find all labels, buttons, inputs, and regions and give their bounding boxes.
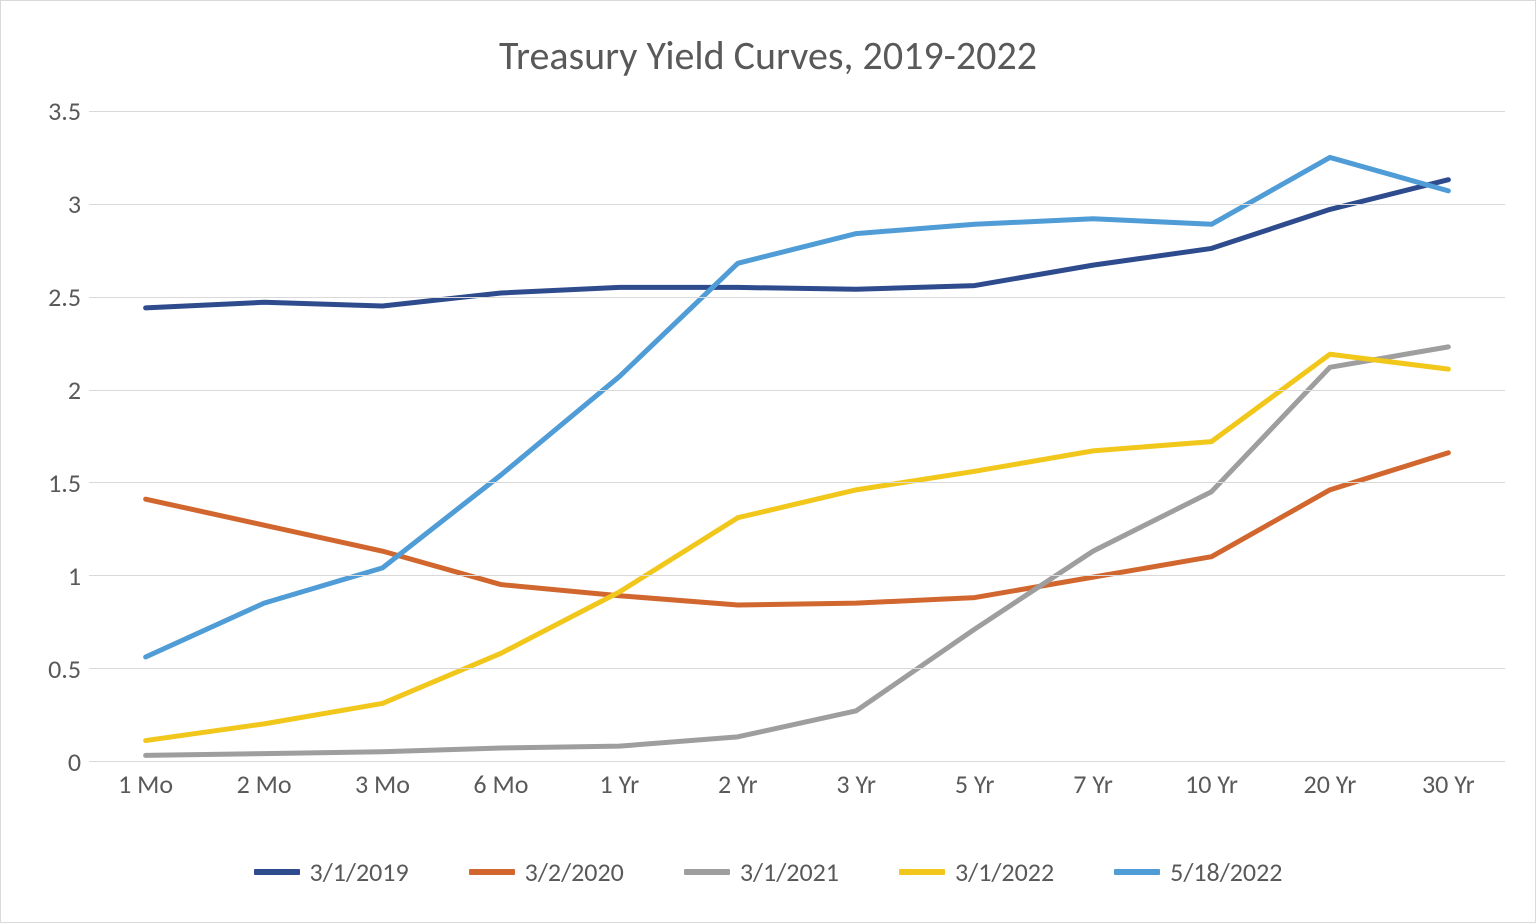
gridline — [89, 668, 1505, 669]
legend-swatch — [1114, 869, 1160, 875]
legend-swatch — [254, 869, 300, 875]
x-axis: 1 Mo 2 Mo 3 Mo 6 Mo 1 Yr 2 Yr 3 Yr 5 Yr 7 Yr 10 Y… — [89, 762, 1505, 802]
legend-item-3: 3/1/2022 — [899, 856, 1054, 888]
legend-swatch — [899, 869, 945, 875]
x-tick-label: 10 Yr — [1185, 768, 1238, 800]
x-tick-label: 5 Yr — [955, 768, 995, 800]
x-tick-label: 1 Yr — [600, 768, 640, 800]
legend-item-4: 5/18/2022 — [1114, 856, 1282, 888]
x-tick-label: 2 Yr — [718, 768, 758, 800]
legend-swatch — [469, 869, 515, 875]
legend-item-1: 3/2/2020 — [469, 856, 624, 888]
y-axis: 00.511.522.533.5 — [31, 111, 89, 762]
x-tick-label: 30 Yr — [1422, 768, 1475, 800]
x-tick-label: 3 Yr — [836, 768, 876, 800]
x-tick-label: 3 Mo — [355, 768, 410, 800]
y-tick-label: 2.5 — [48, 281, 81, 313]
y-tick-label: 0.5 — [48, 653, 81, 685]
x-tick-label: 2 Mo — [237, 768, 292, 800]
gridline — [89, 575, 1505, 576]
gridline — [89, 390, 1505, 391]
chart-container: Treasury Yield Curves, 2019-2022 0 0.5 1 1.… — [0, 0, 1536, 923]
y-tick-label: 2 — [68, 374, 81, 406]
legend-item-2: 3/1/2021 — [684, 856, 839, 888]
legend: 3/1/2019 3/2/2020 3/1/2021 3/1/2022 5/18/202… — [31, 842, 1505, 902]
y-tick-label: 3.5 — [48, 95, 81, 127]
legend-label: 3/1/2022 — [955, 856, 1054, 888]
x-tick-label: 7 Yr — [1073, 768, 1113, 800]
plot-wrap: 00.511.522.533.5 1 Mo2 Mo3 Mo6 Mo1 Yr2 Y… — [31, 111, 1505, 802]
series-line-3 — [146, 354, 1449, 740]
gridline — [89, 204, 1505, 205]
legend-swatch — [684, 869, 730, 875]
legend-item-0: 3/1/2019 — [254, 856, 409, 888]
legend-label: 3/1/2019 — [310, 856, 409, 888]
series-lines — [89, 111, 1505, 761]
legend-label: 3/2/2020 — [525, 856, 624, 888]
x-tick-label: 20 Yr — [1304, 768, 1357, 800]
y-tick-label: 1.5 — [48, 467, 81, 499]
x-tick-label: 1 Mo — [118, 768, 173, 800]
legend-label: 5/18/2022 — [1170, 856, 1282, 888]
y-tick-label: 0 — [68, 746, 81, 778]
gridline — [89, 482, 1505, 483]
gridline — [89, 111, 1505, 112]
plot-area — [89, 111, 1505, 762]
y-tick-label: 1 — [68, 560, 81, 592]
chart-title: Treasury Yield Curves, 2019-2022 — [11, 31, 1525, 80]
y-tick-label: 3 — [68, 188, 81, 220]
gridline — [89, 297, 1505, 298]
x-tick-label: 6 Mo — [473, 768, 528, 800]
legend-label: 3/1/2021 — [740, 856, 839, 888]
